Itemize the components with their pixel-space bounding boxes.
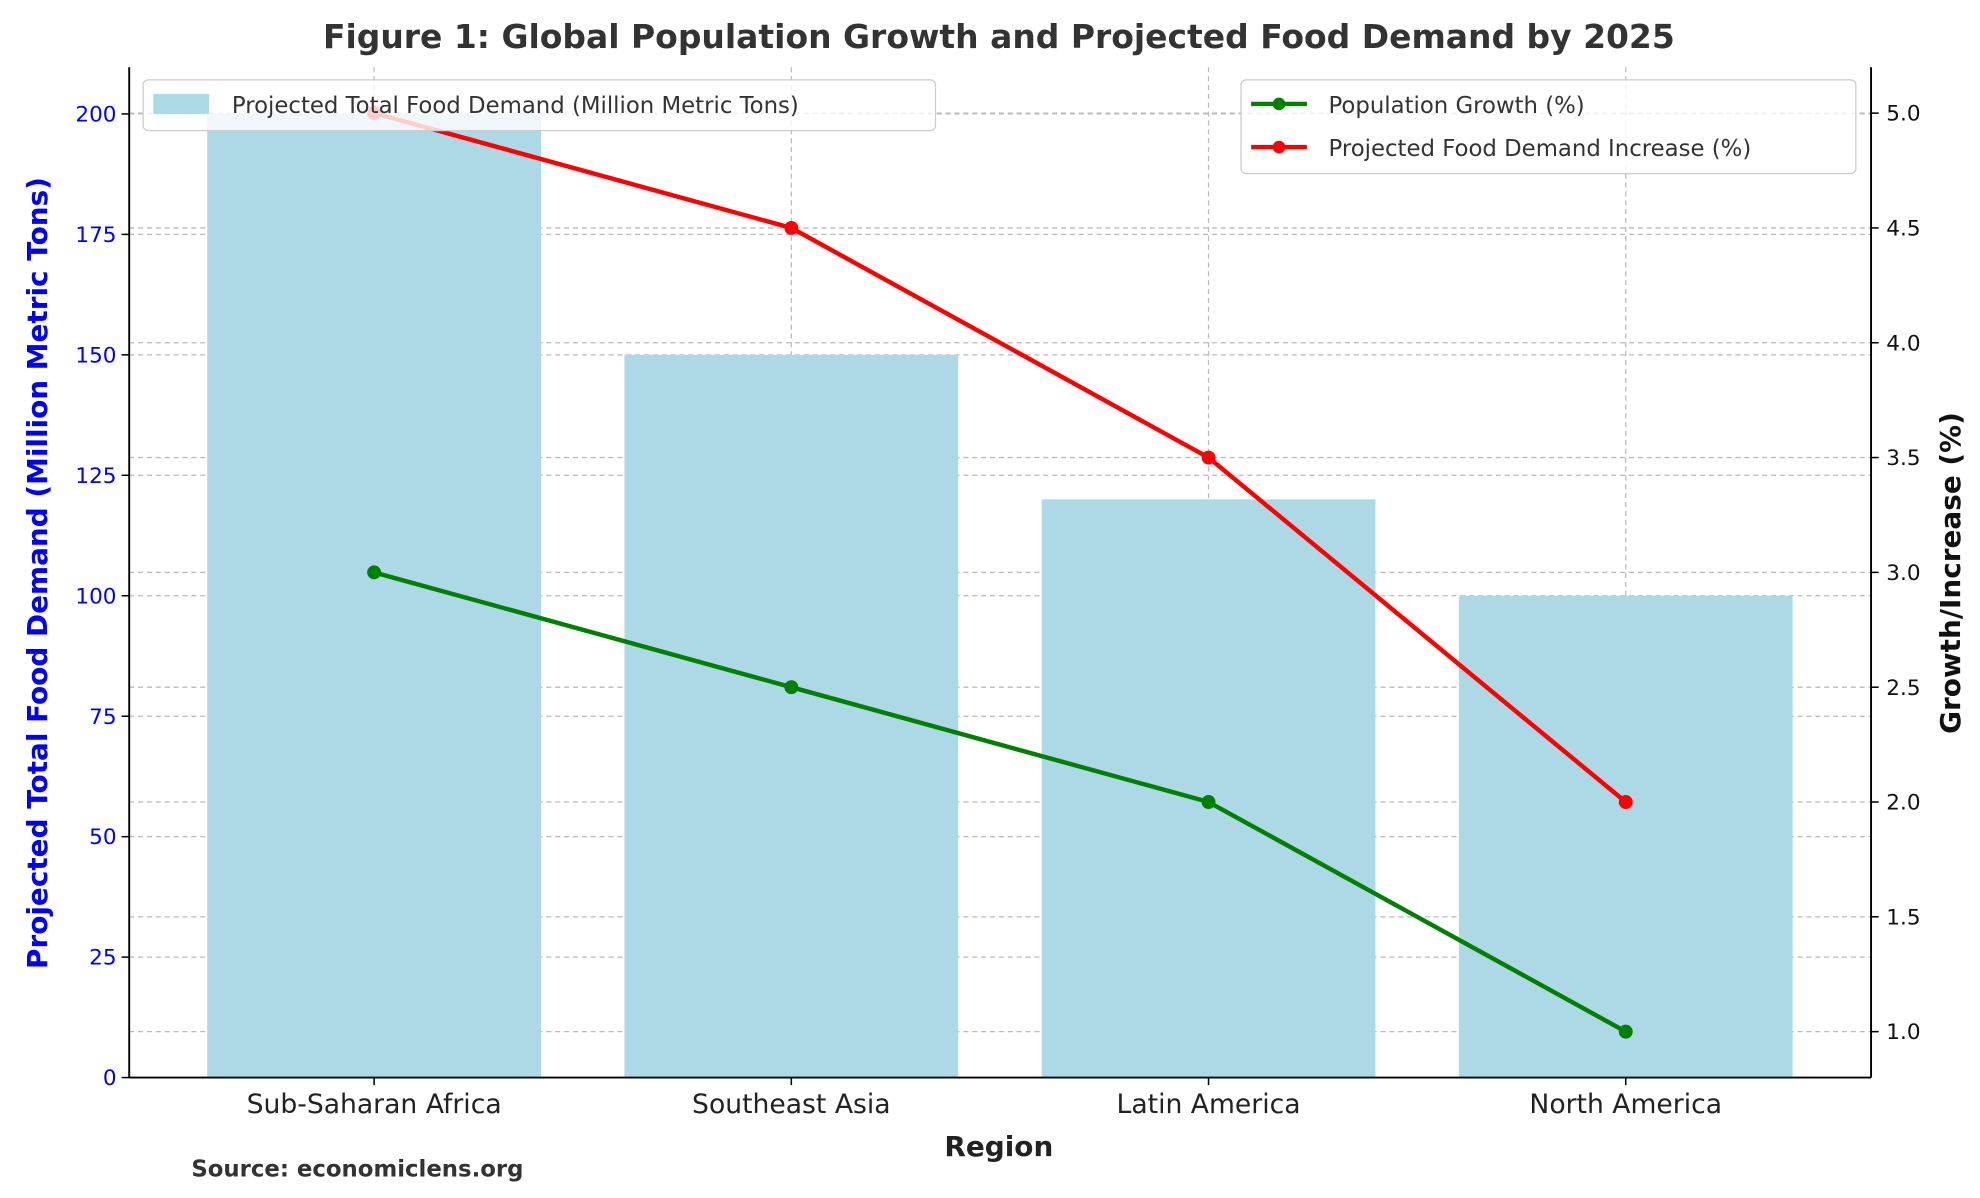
source-note: Source: economiclens.org bbox=[191, 1156, 523, 1182]
y-left-tick-label: 200 bbox=[75, 103, 116, 128]
legend-label-population: Population Growth (%) bbox=[1328, 93, 1584, 119]
bar-southeast-asia bbox=[624, 354, 959, 1078]
line-point-0 bbox=[1618, 1024, 1633, 1039]
y-left-tick-label: 75 bbox=[89, 705, 116, 730]
y-right-tick-label: 1.0 bbox=[1886, 1020, 1920, 1045]
y-right-tick-label: 5.0 bbox=[1886, 102, 1920, 127]
y-left-tick-label: 100 bbox=[75, 584, 116, 609]
y-left-tick-label: 25 bbox=[89, 946, 116, 971]
y-right-tick-label: 4.5 bbox=[1886, 217, 1920, 242]
line-point-0 bbox=[784, 680, 799, 695]
x-tick-label: Southeast Asia bbox=[692, 1089, 891, 1120]
legend-marker-food-demand bbox=[1272, 140, 1286, 154]
y-left-tick-label: 125 bbox=[75, 464, 116, 489]
y-left-tick-label: 0 bbox=[103, 1066, 117, 1091]
legend-swatch-bars bbox=[153, 93, 210, 115]
y-right-tick-label: 2.0 bbox=[1886, 791, 1920, 816]
line-point-1 bbox=[1618, 795, 1633, 809]
line-series-0 bbox=[373, 570, 1627, 1034]
line-point-1 bbox=[1201, 450, 1216, 465]
legend-label-food-demand: Projected Food Demand Increase (%) bbox=[1328, 136, 1751, 162]
line-series-1 bbox=[373, 110, 1628, 804]
line-point-0 bbox=[1201, 795, 1216, 809]
y-axis-right-label: Growth/Increase (%) bbox=[1934, 412, 1967, 734]
legend-label-bars: Projected Total Food Demand (Million Met… bbox=[232, 93, 799, 119]
y-left-tick-label: 50 bbox=[89, 825, 116, 850]
y-right-tick-label: 1.5 bbox=[1886, 905, 1920, 930]
legend-left: Projected Total Food Demand (Million Met… bbox=[142, 79, 937, 132]
x-axis-label: Region bbox=[944, 1130, 1053, 1163]
bar-latin-america bbox=[1041, 499, 1376, 1078]
x-tick-label: North America bbox=[1529, 1089, 1722, 1120]
chart-title: Figure 1: Global Population Growth and P… bbox=[323, 17, 1675, 56]
x-tick-label: Sub-Saharan Africa bbox=[247, 1089, 502, 1120]
legend-marker-population bbox=[1272, 97, 1286, 111]
y-left-tick-label: 150 bbox=[75, 343, 116, 368]
line-point-1 bbox=[784, 220, 799, 235]
line-point-0 bbox=[367, 565, 382, 580]
axes: 0 25 50 75 100 125 150 175 200 1.0 1.5 2.0 2.5 3.0 3.5… bbox=[75, 67, 1921, 1120]
bar-north-america bbox=[1458, 595, 1793, 1078]
y-left-tick-label: 175 bbox=[75, 223, 116, 248]
y-right-tick-label: 4.0 bbox=[1886, 331, 1920, 356]
y-axis-left-label: Projected Total Food Demand (Million Met… bbox=[21, 177, 54, 969]
legend-right: Population Growth (%) Projected Food Dem… bbox=[1240, 79, 1857, 175]
lines bbox=[367, 106, 1633, 1039]
y-right-tick-label: 2.5 bbox=[1886, 676, 1920, 701]
x-tick-label: Latin America bbox=[1117, 1089, 1301, 1120]
y-right-tick-label: 3.5 bbox=[1886, 446, 1920, 471]
bar-sub-saharan-africa bbox=[207, 113, 542, 1078]
y-right-tick-label: 3.0 bbox=[1886, 561, 1920, 586]
